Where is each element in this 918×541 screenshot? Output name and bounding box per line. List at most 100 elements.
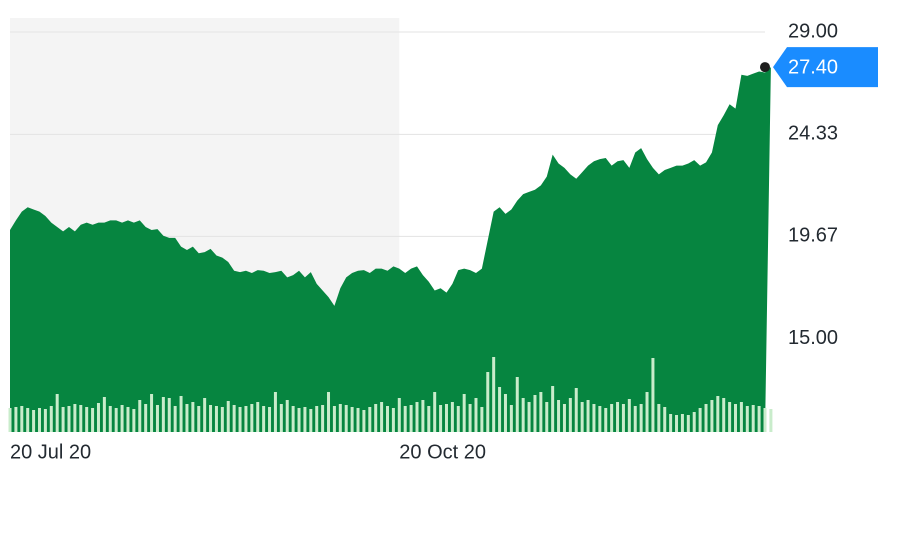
volume-bar: [67, 406, 71, 432]
volume-bar: [415, 402, 419, 432]
volume-bar: [114, 408, 118, 432]
volume-bar: [492, 357, 496, 432]
volume-bar: [716, 396, 720, 432]
volume-bar: [350, 407, 354, 432]
x-tick-label: 20 Jul 20: [10, 441, 91, 463]
volume-bar: [745, 406, 749, 432]
volume-bar: [722, 398, 726, 432]
volume-bar: [386, 406, 389, 432]
volume-bar: [474, 398, 478, 432]
volume-bar: [73, 404, 77, 432]
volume-bar: [220, 407, 224, 432]
volume-bar: [444, 404, 448, 432]
volume-bar: [250, 404, 254, 432]
volume-bar: [616, 402, 620, 432]
volume-bar: [521, 398, 525, 432]
volume-bar: [155, 405, 159, 432]
volume-bar: [321, 405, 325, 432]
volume-bar: [515, 377, 519, 432]
volume-bar: [704, 404, 708, 432]
volume-bar: [256, 402, 260, 432]
volume-bar: [197, 406, 201, 432]
volume-bar: [551, 386, 555, 432]
volume-bar: [557, 400, 561, 432]
volume-bar: [580, 402, 584, 432]
volume-bar: [144, 404, 148, 432]
volume-bar: [279, 404, 283, 432]
volume-bar: [728, 402, 732, 432]
volume-bar: [315, 406, 319, 432]
volume-bar: [675, 415, 679, 432]
volume-bar: [161, 397, 165, 432]
y-tick-label: 24.33: [788, 123, 838, 145]
volume-bar: [698, 408, 702, 432]
volume-bar: [433, 392, 437, 432]
volume-bar: [391, 408, 395, 432]
volume-bar: [468, 404, 472, 432]
volume-bar: [203, 398, 207, 432]
volume-bar: [332, 406, 336, 432]
volume-bar: [167, 398, 171, 432]
volume-bar: [734, 404, 738, 432]
volume-bar: [108, 406, 112, 432]
volume-bar: [509, 405, 513, 432]
last-price-dot: [760, 62, 770, 73]
volume-bar: [757, 406, 761, 432]
volume-bar: [480, 407, 484, 432]
volume-bar: [344, 405, 348, 432]
volume-bar: [574, 388, 578, 432]
volume-bar: [126, 407, 130, 432]
volume-bar: [26, 408, 30, 432]
volume-bar: [120, 405, 124, 432]
volume-bar: [102, 397, 106, 432]
volume-bar: [37, 408, 41, 432]
volume-bar: [14, 407, 18, 432]
volume-bar: [592, 404, 596, 432]
volume-bar: [138, 400, 142, 432]
volume-bar: [91, 408, 95, 432]
volume-bar: [562, 404, 566, 432]
volume-bar: [568, 398, 572, 432]
volume-bar: [710, 400, 714, 432]
volume-bar: [173, 406, 177, 432]
volume-bar: [639, 404, 643, 432]
volume-bar: [303, 407, 307, 432]
volume-bar: [226, 401, 230, 432]
volume-bar: [651, 358, 655, 432]
volume-bar: [751, 405, 755, 432]
volume-bar: [450, 402, 454, 432]
volume-bar: [297, 408, 301, 432]
volume-bar: [657, 404, 661, 432]
price-area: [10, 67, 771, 433]
last-price-label: 27.40: [788, 56, 838, 78]
volume-bar: [763, 408, 767, 432]
volume-bar: [604, 408, 608, 432]
volume-bar: [533, 395, 537, 432]
volume-bar: [545, 402, 549, 432]
volume-bar: [85, 407, 89, 432]
volume-bar: [503, 394, 507, 432]
volume-bar: [397, 398, 401, 432]
volume-bar: [462, 394, 466, 432]
volume-bar: [692, 412, 696, 432]
volume-bar: [621, 404, 625, 432]
volume-bar: [645, 392, 649, 432]
volume-bar: [150, 394, 154, 432]
volume-bar: [49, 406, 53, 432]
volume-bar: [439, 405, 443, 432]
price-tag: [773, 47, 878, 88]
volume-bar: [421, 400, 425, 432]
volume-bar: [327, 392, 331, 432]
volume-bar: [380, 402, 384, 432]
x-tick-label: 20 Oct 20: [399, 441, 486, 463]
volume-bar: [309, 409, 313, 432]
volume-bar: [427, 406, 431, 432]
volume-bar: [769, 409, 773, 432]
volume-bar: [238, 407, 242, 432]
volume-bar: [43, 409, 47, 432]
volume-bar: [486, 372, 490, 432]
volume-bar: [610, 404, 614, 432]
volume-bar: [291, 406, 295, 432]
volume-bar: [598, 406, 602, 432]
